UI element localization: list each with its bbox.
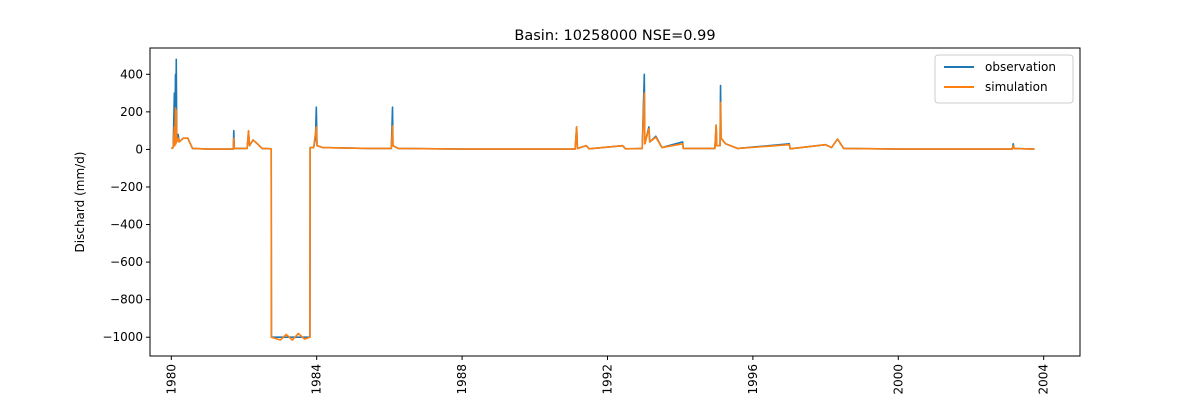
y-tick-label: −400 — [110, 218, 143, 232]
y-tick-label: −800 — [110, 293, 143, 307]
x-tick-label: 1980 — [164, 364, 178, 395]
series-line-simulation — [170, 92, 1035, 341]
y-tick-label: −600 — [110, 255, 143, 269]
y-tick-label: −1000 — [102, 330, 143, 344]
y-tick-label: 400 — [120, 67, 143, 81]
x-tick-label: 1984 — [310, 364, 324, 395]
y-axis-label: Dischard (mm/d) — [73, 152, 87, 253]
y-tick-label: −200 — [110, 180, 143, 194]
y-tick-label: 0 — [135, 142, 143, 156]
y-axis: 400 200 0 −200 −400 −600 −800 −1000 — [102, 67, 150, 344]
axes-frame — [149, 47, 1081, 357]
plot-area — [149, 47, 1081, 357]
chart-title: Basin: 10258000 NSE=0.99 — [514, 28, 715, 44]
legend-label-simulation: simulation — [985, 80, 1048, 94]
x-tick-label: 1992 — [600, 364, 614, 395]
y-tick-label: 200 — [120, 105, 143, 119]
series-layer — [170, 58, 1035, 341]
x-tick-label: 2004 — [1037, 364, 1051, 395]
x-tick-label: 2000 — [891, 364, 905, 395]
x-tick-label: 1988 — [455, 364, 469, 395]
legend-label-observation: observation — [985, 60, 1056, 74]
legend: observation simulation — [934, 54, 1074, 104]
x-axis: 1980 1984 1988 1992 1996 2000 2004 — [164, 356, 1051, 395]
x-tick-label: 1996 — [746, 364, 760, 395]
